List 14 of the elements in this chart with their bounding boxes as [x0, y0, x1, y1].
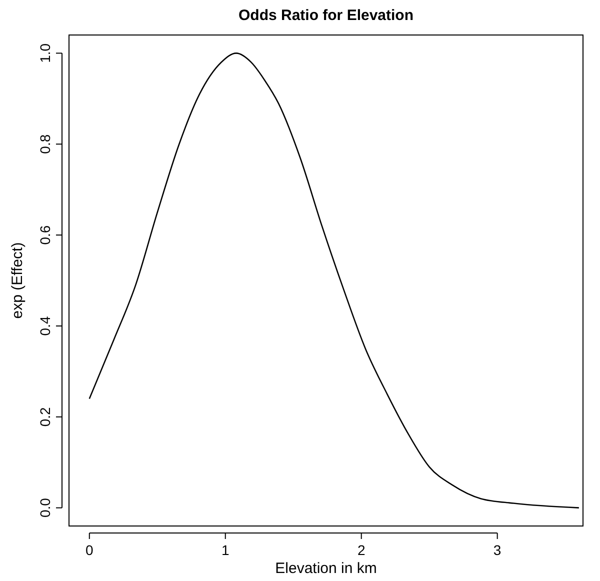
y-tick-label: 0.8	[37, 134, 53, 154]
chart-title: Odds Ratio for Elevation	[238, 7, 414, 24]
x-axis-title: Elevation in km	[275, 560, 377, 577]
y-tick-label: 0.6	[37, 225, 53, 245]
y-tick-label: 0.4	[37, 316, 53, 336]
y-tick-label: 1.0	[37, 43, 53, 63]
x-tick-label: 2	[357, 542, 366, 558]
line-series	[88, 52, 580, 508]
y-tick-label: 0.2	[37, 406, 53, 427]
x-tick-label: 1	[221, 542, 230, 558]
x-tick-label: 0	[86, 542, 94, 558]
y-axis-title: exp (Effect)	[9, 242, 26, 319]
y-tick-label: 0.0	[37, 498, 53, 518]
x-tick-label: 3	[493, 542, 502, 558]
